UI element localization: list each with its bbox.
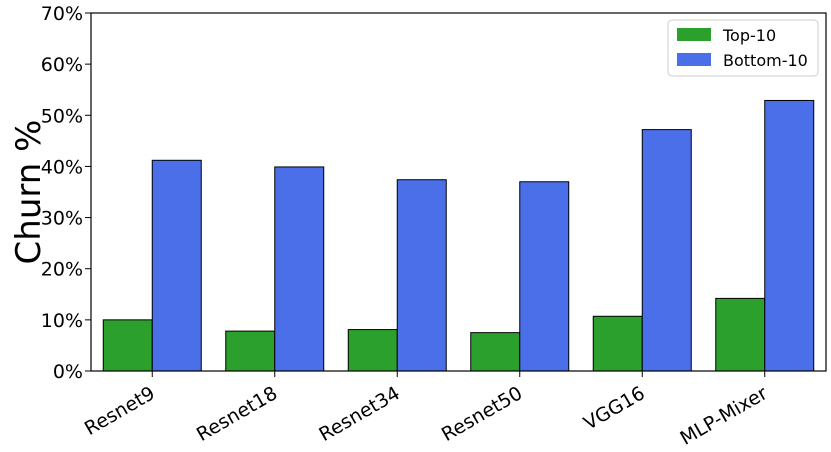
legend-swatch-bottom-10 bbox=[677, 53, 711, 66]
y-tick-label: 30% bbox=[41, 208, 83, 230]
bar-bottom-10-vgg16 bbox=[641, 129, 692, 372]
legend-label-bottom-10: Bottom-10 bbox=[723, 51, 808, 70]
x-ticks-group: Resnet9 Resnet18 Resnet34 Resnet50 VGG16 MLP-… bbox=[81, 371, 771, 450]
bar-bottom-10-resnet50 bbox=[519, 181, 570, 372]
bar-top-10-resnet9 bbox=[102, 319, 153, 372]
y-tick-label: 40% bbox=[41, 156, 83, 178]
bar-top-10-resnet34 bbox=[347, 329, 398, 372]
x-tick-label: Resnet50 bbox=[438, 382, 526, 446]
x-tick-label: Resnet18 bbox=[193, 382, 281, 446]
y-tick-label: 60% bbox=[41, 54, 83, 76]
y-tick-label: 20% bbox=[41, 259, 83, 281]
bar-top-10-vgg16 bbox=[592, 315, 643, 372]
x-tick-label: MLP-Mixer bbox=[676, 382, 771, 450]
bar-bottom-10-resnet18 bbox=[274, 166, 325, 372]
y-ticks-group: 0% 10% 20% 30% 40% 50% 60% 70% bbox=[41, 3, 91, 383]
bar-bottom-10-mlp-mixer bbox=[764, 99, 815, 372]
x-tick-label: Resnet34 bbox=[315, 382, 403, 446]
bar-bottom-10-resnet9 bbox=[151, 159, 202, 372]
y-tick-label: 10% bbox=[41, 310, 83, 332]
x-tick-label: VGG16 bbox=[580, 382, 649, 434]
x-tick-label: Resnet9 bbox=[81, 382, 159, 440]
legend: Top-10 Bottom-10 bbox=[667, 19, 819, 77]
y-tick-label: 70% bbox=[41, 3, 83, 25]
bar-top-10-resnet18 bbox=[225, 330, 276, 372]
y-axis-label: Churn % bbox=[9, 120, 49, 265]
bars-group bbox=[102, 99, 815, 372]
y-tick-label: 0% bbox=[53, 361, 83, 383]
legend-label-top-10: Top-10 bbox=[722, 26, 776, 45]
bar-top-10-resnet50 bbox=[470, 332, 521, 372]
plot-frame bbox=[90, 12, 827, 372]
legend-swatch-top-10 bbox=[677, 28, 711, 41]
y-tick-label: 50% bbox=[41, 105, 83, 127]
bar-bottom-10-resnet34 bbox=[396, 179, 447, 372]
bar-top-10-mlp-mixer bbox=[715, 297, 766, 372]
